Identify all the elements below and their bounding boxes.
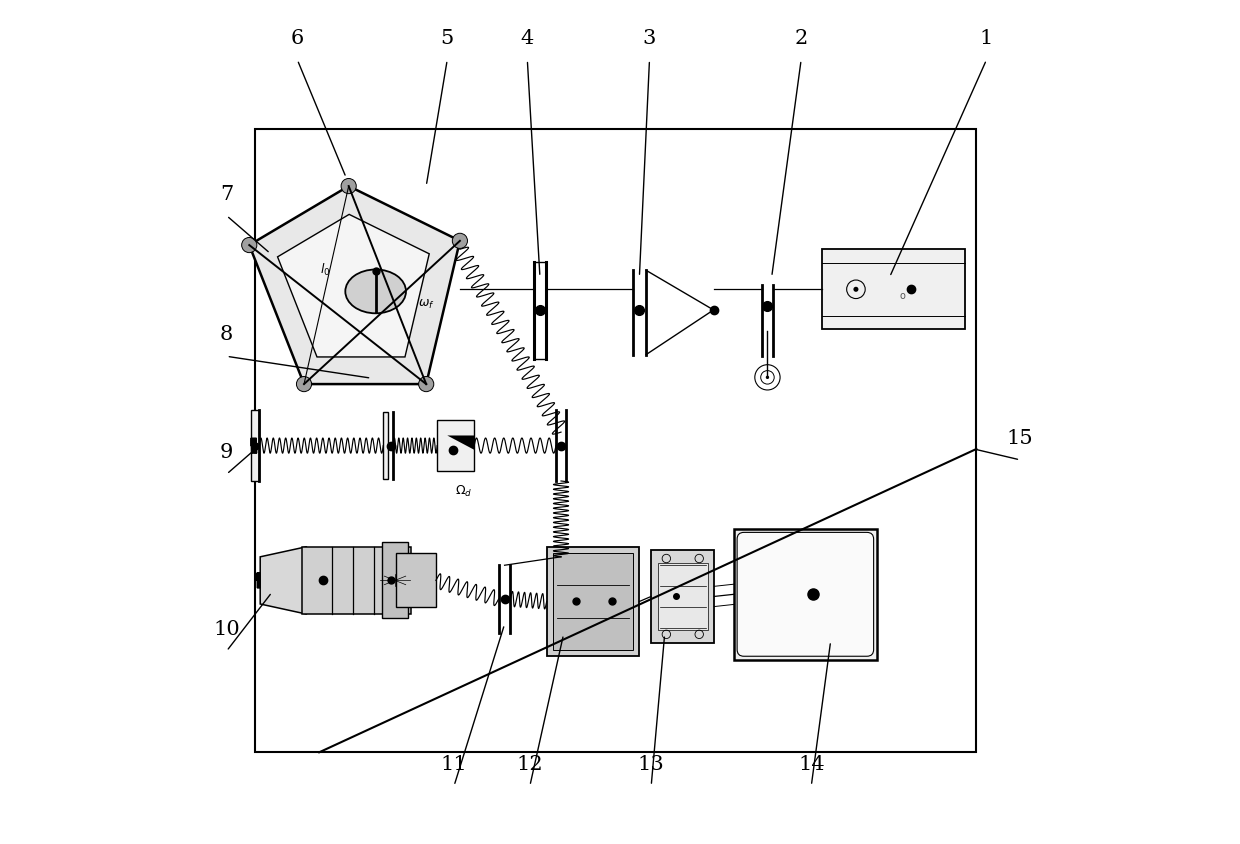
Text: $\omega_f$: $\omega_f$	[418, 297, 434, 311]
Bar	[658, 563, 708, 630]
Text: 5: 5	[440, 29, 454, 48]
Polygon shape	[448, 436, 474, 450]
Bar	[438, 420, 474, 471]
Bar	[553, 554, 632, 650]
Circle shape	[341, 178, 356, 193]
Text: 13: 13	[637, 755, 665, 774]
Ellipse shape	[345, 269, 405, 313]
Bar	[547, 547, 640, 657]
Bar	[822, 249, 966, 329]
Text: 14: 14	[799, 755, 825, 774]
Polygon shape	[260, 547, 306, 614]
Bar	[651, 550, 714, 643]
Text: $\Omega_d$: $\Omega_d$	[455, 484, 472, 499]
Text: o: o	[899, 290, 905, 300]
Text: 2: 2	[795, 29, 807, 48]
Text: 4: 4	[521, 29, 534, 48]
Text: $l_0$: $l_0$	[320, 262, 330, 279]
Text: 10: 10	[213, 620, 239, 640]
Text: 1: 1	[980, 29, 993, 48]
Circle shape	[853, 287, 858, 292]
Text: 15: 15	[1007, 429, 1034, 448]
Circle shape	[419, 376, 434, 392]
Text: 9: 9	[219, 443, 233, 463]
Text: 8: 8	[219, 326, 233, 344]
Text: 6: 6	[290, 29, 304, 48]
Circle shape	[296, 376, 311, 392]
Bar	[382, 543, 408, 619]
Bar	[303, 547, 410, 614]
Circle shape	[453, 233, 467, 248]
Text: 3: 3	[642, 29, 656, 48]
Text: 11: 11	[440, 755, 467, 774]
Circle shape	[766, 376, 769, 379]
Polygon shape	[249, 186, 460, 384]
Bar	[250, 410, 259, 481]
Bar	[383, 412, 388, 479]
Bar	[255, 129, 976, 752]
FancyBboxPatch shape	[737, 533, 874, 657]
Circle shape	[242, 237, 257, 252]
Text: 12: 12	[517, 755, 543, 774]
Bar	[734, 529, 877, 660]
Text: 7: 7	[219, 185, 233, 203]
Bar	[396, 554, 436, 608]
Polygon shape	[278, 214, 429, 357]
